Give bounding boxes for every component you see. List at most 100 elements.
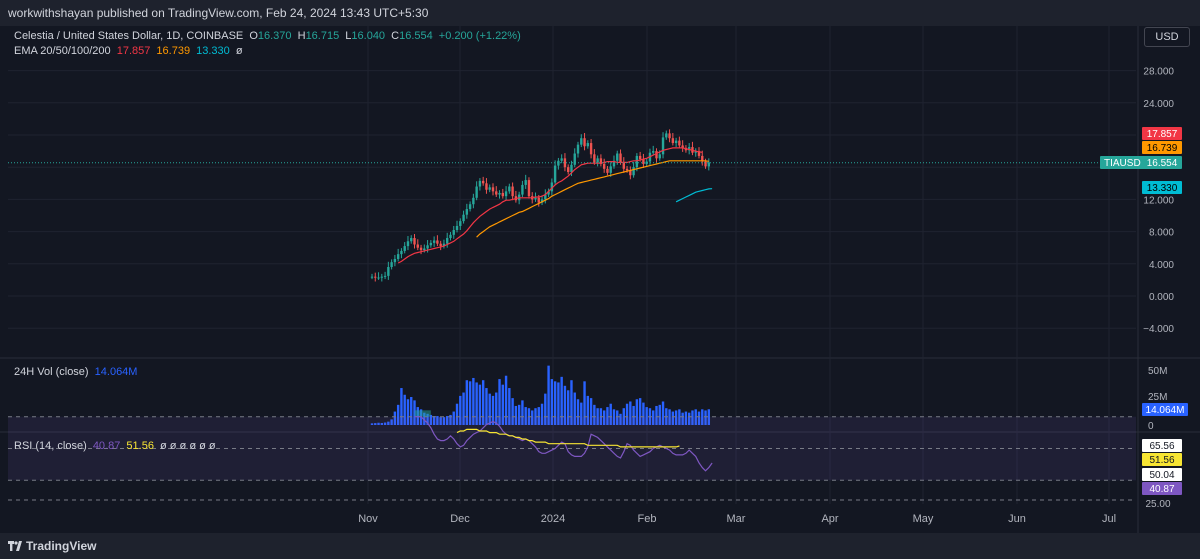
rsi-ma-line [456,428,680,448]
candle-body [495,191,498,195]
volume-bar [697,411,701,425]
ema100-value: 13.330 [1147,183,1178,194]
volume-bar [583,381,586,425]
symbol-name[interactable]: Celestia / United States Dollar, 1D, COI… [14,30,244,42]
open-label: O [249,30,258,42]
candle-body [400,250,403,255]
tradingview-logo[interactable]: TradingView [8,539,96,553]
price-legend: Celestia / United States Dollar, 1D, COI… [14,30,524,42]
candle-body [488,187,491,190]
candle-body [583,138,586,147]
volume-bar [573,392,576,425]
volume-bar [576,399,580,425]
rsi-tick-label: 25.00 [1145,499,1170,510]
volume-bar [668,409,671,425]
volume-bar [563,385,567,425]
candle-body [655,151,658,159]
volume-bar [674,410,678,425]
volume-bar [632,405,635,425]
volume-bar [488,393,491,425]
candle-body [481,180,485,184]
candle-body [652,151,655,153]
rsi-title[interactable]: RSI (14, close) [14,440,87,452]
volume-bar [475,382,478,425]
volume-bar [491,395,495,425]
candle-body [540,199,544,203]
volume-bar [501,384,504,425]
candle-body [390,262,393,268]
candle-body [455,225,459,230]
currency-button[interactable]: USD [1144,27,1190,47]
candle-body [704,161,707,167]
axes: 28.000 24.000 12.000 8.000 4.000 0.000 −4.000 N… [358,67,1188,525]
price-tick-label: 28.000 [1143,67,1174,78]
volume-bar [370,423,374,425]
volume-bar [567,390,570,425]
candle-body [547,191,550,195]
volume-bar [410,397,413,425]
time-tick-label: Feb [638,513,657,525]
volume-badge-value: 14.064M [1146,405,1185,416]
symbol-badge-value: 16.554 [1147,158,1178,169]
volume-bar [429,414,433,425]
candle-body [442,243,446,247]
candle-body [534,197,537,200]
volume-bar [524,407,527,425]
volume-legend: 24H Vol (close) 14.064M [14,366,140,378]
candle-body [560,158,563,161]
volume-bar [468,381,472,425]
candle-body [377,277,380,279]
candle-body [491,187,495,192]
volume-bar [472,377,475,425]
time-tick-label: Jun [1008,513,1026,525]
volume-badge [1142,403,1188,416]
volume-bar [691,410,694,425]
volume-title[interactable]: 24H Vol (close) [14,366,89,378]
candle-body [586,143,590,147]
volume-bar [645,407,648,425]
volume-bar [655,405,658,425]
volume-bar [465,380,469,425]
rsi-badge-value: 65.56 [1149,441,1174,452]
volume-bar [557,382,560,425]
volume-bar [478,384,482,425]
candle-body [439,243,442,247]
volume-tick-label: 25M [1148,392,1167,403]
volume-bar [485,388,488,425]
rsi-badge-value: 40.87 [1149,484,1174,495]
high-value: 16.715 [305,30,340,42]
volume-bar [508,388,511,425]
open-value: 16.370 [257,30,292,42]
volume-bar [390,419,393,425]
candle-body [544,194,547,200]
publisher-bar: workwithshayan published on TradingView.… [0,0,1200,26]
volume-bar [550,379,554,425]
price-tick-label: −4.000 [1143,324,1174,335]
symbol-badge [1100,156,1182,169]
volume-bar [586,395,590,425]
candle-body [383,275,387,277]
close-value: 16.554 [399,30,433,42]
ema50-value: 16.739 [1147,143,1178,154]
time-tick-label: Mar [727,513,746,525]
candle-body [419,247,423,251]
ema100-value: 13.330 [196,45,230,57]
volume-bar [671,411,675,425]
volume-bar [560,376,563,425]
candle-body [413,238,416,245]
close-label: C [391,30,400,42]
candle-body [478,180,482,187]
candle-body [468,204,472,210]
chart-canvas[interactable]: 28.000 24.000 12.000 8.000 4.000 0.000 −4.000 N… [0,26,1200,533]
volume-bar [540,403,544,425]
ema-title[interactable]: EMA 20/50/100/200 [14,45,111,57]
candle-body [580,138,583,145]
candle-body [432,240,436,243]
candle-body [687,147,691,151]
volume-bar [406,399,410,425]
volume-bar [455,403,459,425]
candle-body [387,267,390,276]
candle-body [694,151,697,153]
volume-bar [553,381,557,425]
candle-body [475,186,478,198]
